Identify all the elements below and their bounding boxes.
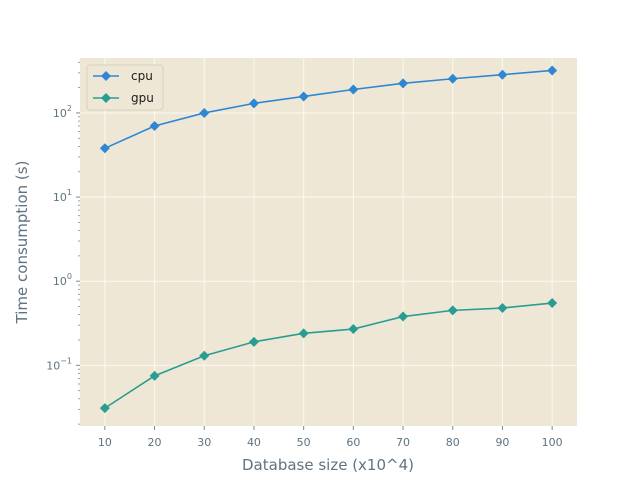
x-tick-label: 20 — [148, 436, 162, 449]
legend: cpu gpu — [86, 64, 164, 111]
y-tick-label: 101 — [53, 188, 72, 204]
x-tick-label: 30 — [197, 436, 211, 449]
legend-label-gpu: gpu — [131, 91, 154, 105]
cpu-line — [104, 69, 553, 150]
axis-ticks: 10 20 30 40 50 60 70 80 90 100 10−1 100 101 102 — [46, 61, 563, 449]
cpu-point — [199, 107, 210, 118]
cpu-point — [547, 65, 558, 76]
gpu-point — [149, 370, 160, 381]
legend-label-cpu: cpu — [131, 69, 153, 83]
y-axis-label: Time consumption (s) — [13, 161, 31, 325]
x-tick-label: 50 — [297, 436, 311, 449]
x-axis-label: Database size (x10^4) — [242, 456, 414, 474]
x-tick-label: 90 — [495, 436, 509, 449]
gpu-point — [547, 298, 558, 309]
y-tick-label: 100 — [53, 272, 72, 288]
cpu-point — [348, 84, 359, 95]
gpu-point — [248, 336, 259, 347]
x-tick-label: 70 — [396, 436, 410, 449]
gpu-point — [398, 311, 409, 322]
cpu-point — [447, 73, 458, 84]
gpu-point — [447, 305, 458, 316]
gpu-point — [298, 328, 309, 339]
x-tick-label: 100 — [542, 436, 563, 449]
series-layer — [99, 65, 558, 414]
gpu-line — [104, 302, 553, 409]
legend-marker — [101, 93, 111, 103]
gpu-point — [99, 403, 110, 414]
cpu-point — [497, 69, 508, 80]
x-tick-label: 10 — [98, 436, 112, 449]
gpu-point — [348, 324, 359, 335]
x-tick-label: 80 — [446, 436, 460, 449]
gpu-point — [497, 303, 508, 314]
cpu-point — [398, 78, 409, 89]
y-tick-label: 10−1 — [46, 356, 72, 372]
legend-marker — [101, 71, 111, 81]
plot-area — [80, 58, 577, 426]
cpu-point — [149, 120, 160, 131]
cpu-point — [248, 98, 259, 109]
x-tick-label: 40 — [247, 436, 261, 449]
y-tick-label: 102 — [53, 104, 72, 120]
cpu-point — [298, 91, 309, 102]
gpu-point — [199, 350, 210, 361]
cpu-point — [99, 143, 110, 154]
x-tick-label: 60 — [346, 436, 360, 449]
grid — [80, 58, 577, 426]
